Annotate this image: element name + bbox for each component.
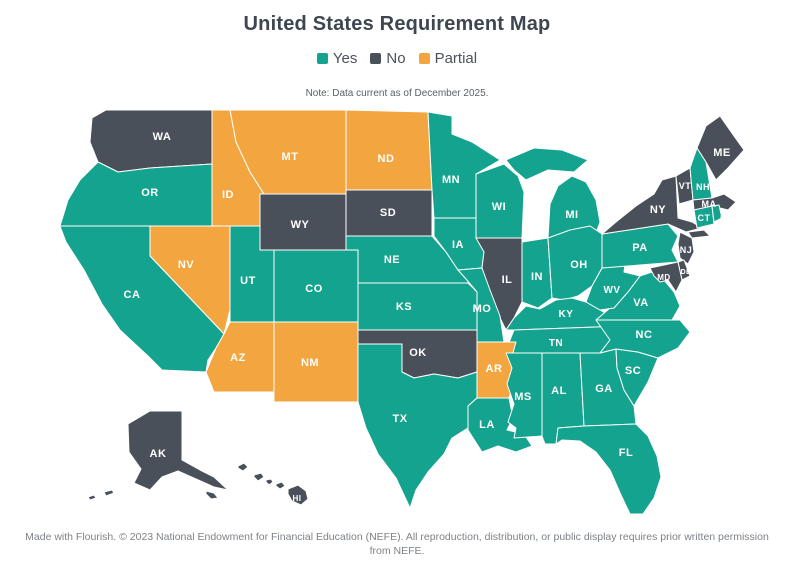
state-hi[interactable] — [237, 462, 309, 506]
state-ny[interactable] — [601, 175, 711, 239]
legend-label-no: No — [386, 50, 406, 67]
state-ak[interactable] — [87, 410, 229, 501]
state-nd[interactable] — [345, 109, 433, 191]
state-mn[interactable] — [427, 111, 501, 219]
state-nh[interactable] — [689, 147, 713, 201]
state-or[interactable] — [59, 161, 213, 227]
state-md[interactable] — [649, 261, 683, 293]
state-nm[interactable] — [273, 321, 359, 403]
state-fl[interactable] — [555, 423, 662, 515]
state-ks[interactable] — [357, 282, 478, 331]
state-wi[interactable] — [475, 163, 525, 239]
legend-item-no[interactable]: No — [370, 50, 406, 67]
legend-swatch-no — [370, 53, 382, 64]
state-ri[interactable] — [711, 204, 723, 223]
state-nc[interactable] — [595, 319, 691, 359]
legend-swatch-yes — [316, 53, 328, 64]
legend-item-yes[interactable]: Yes — [316, 50, 358, 67]
state-nj[interactable] — [677, 231, 695, 265]
state-in[interactable] — [521, 237, 553, 309]
legend-label-yes: Yes — [332, 50, 358, 67]
state-sd[interactable] — [345, 189, 433, 237]
legend-swatch-partial — [418, 53, 430, 64]
map-note: Note: Data current as of December 2025. — [305, 88, 489, 99]
page-title: United States Requirement Map — [243, 13, 551, 35]
state-co[interactable] — [273, 249, 359, 323]
state-me[interactable] — [696, 115, 745, 181]
legend-item-partial[interactable]: Partial — [418, 50, 478, 67]
legend: Yes No Partial — [0, 50, 794, 67]
state-tx[interactable] — [357, 343, 478, 509]
state-shapes — [59, 109, 745, 515]
state-wy[interactable] — [259, 193, 347, 251]
footer-attribution: Made with Flourish. © 2023 National Endo… — [25, 530, 769, 557]
legend-label-partial: Partial — [434, 50, 478, 67]
state-ca[interactable] — [59, 225, 225, 373]
state-ct[interactable] — [693, 205, 715, 229]
state-wa[interactable] — [89, 109, 213, 173]
state-ms[interactable] — [505, 352, 543, 439]
